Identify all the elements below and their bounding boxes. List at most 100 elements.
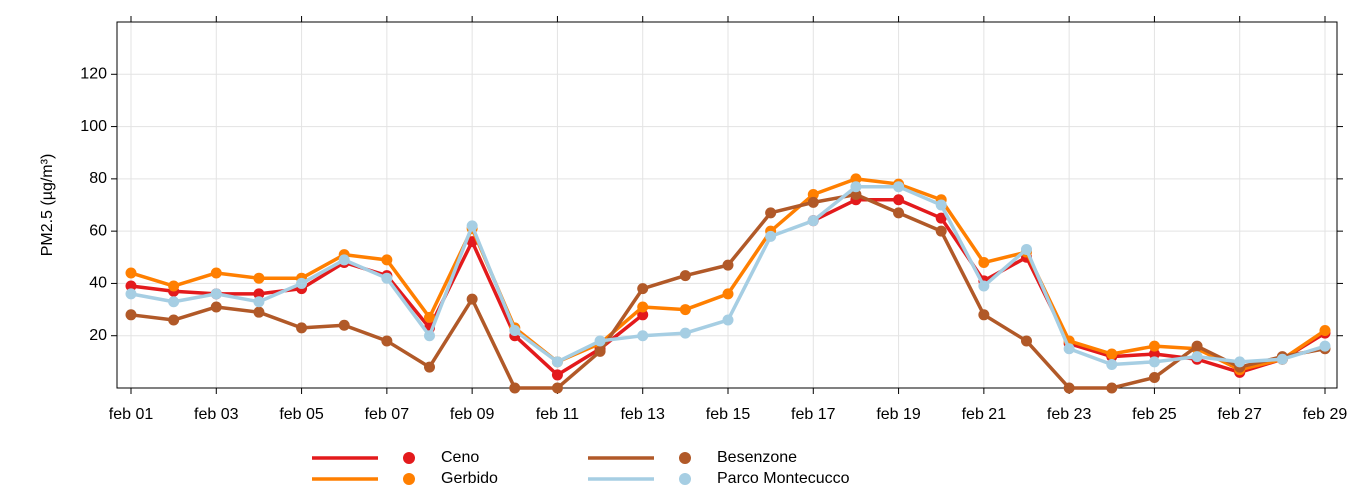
data-point (1106, 382, 1118, 394)
data-point (210, 288, 222, 300)
y-axis-label: PM2.5 (µg/m³) (39, 154, 56, 257)
data-point (125, 267, 137, 279)
y-tick-label: 40 (89, 275, 107, 292)
data-point (679, 327, 691, 339)
data-point (893, 207, 905, 219)
data-point (466, 220, 478, 232)
data-point (850, 173, 862, 185)
data-point (935, 199, 947, 211)
data-point (935, 212, 947, 224)
data-point (424, 330, 435, 342)
data-point (594, 335, 606, 347)
x-tick-label: feb 21 (962, 406, 1007, 423)
data-point (594, 345, 606, 357)
data-point (637, 301, 649, 313)
x-tick-label: feb 25 (1132, 406, 1177, 423)
data-point (679, 270, 691, 282)
x-tick-label: feb 27 (1217, 406, 1262, 423)
x-tick-label: feb 03 (194, 406, 239, 423)
data-point (637, 309, 649, 321)
x-tick-label: feb 05 (279, 406, 324, 423)
x-tick-label: feb 09 (450, 406, 495, 423)
data-point (850, 189, 862, 201)
data-point (210, 267, 222, 279)
x-tick-label: feb 19 (876, 406, 921, 423)
legend-label: Gerbido (441, 470, 498, 487)
data-point (850, 181, 862, 193)
data-point (679, 304, 691, 316)
data-point (935, 225, 947, 237)
data-point (253, 306, 265, 318)
data-point (210, 301, 222, 313)
legend-label: Ceno (441, 449, 479, 466)
legend-marker (679, 473, 691, 485)
data-point (296, 277, 308, 289)
data-point (381, 335, 393, 347)
data-point (125, 280, 137, 292)
data-point (509, 324, 521, 336)
data-point (893, 194, 905, 206)
x-tick-label: feb 01 (109, 406, 154, 423)
x-tick-label: feb 11 (536, 406, 579, 423)
data-point (807, 189, 819, 201)
data-point (253, 296, 265, 308)
data-point (253, 272, 265, 284)
x-tick-label: feb 07 (365, 406, 410, 423)
x-tick-label: feb 15 (706, 406, 751, 423)
data-point (722, 259, 734, 271)
data-point (1148, 372, 1160, 384)
data-point (168, 296, 180, 308)
data-point (978, 309, 990, 321)
data-point (637, 283, 649, 295)
legend-marker (403, 473, 415, 485)
data-point (722, 314, 734, 326)
data-point (1148, 348, 1160, 360)
data-point (1063, 343, 1075, 355)
data-point (168, 280, 180, 292)
data-point (551, 356, 563, 368)
data-point (381, 272, 393, 284)
data-point (551, 382, 563, 394)
data-point (168, 314, 180, 326)
data-point (1191, 340, 1203, 352)
data-point (338, 319, 350, 331)
data-point (338, 254, 350, 266)
data-point (1191, 351, 1203, 363)
data-point (1234, 356, 1246, 368)
data-point (893, 181, 905, 193)
data-point (381, 254, 393, 266)
x-tick-label: feb 29 (1303, 406, 1348, 423)
data-point (509, 382, 521, 394)
legend-label: Besenzone (717, 449, 797, 466)
y-tick-label: 60 (89, 222, 107, 239)
data-point (1021, 243, 1032, 255)
data-point (424, 311, 435, 323)
y-tick-label: 20 (89, 327, 107, 344)
data-point (125, 288, 137, 300)
data-point (637, 330, 649, 342)
data-point (551, 369, 563, 381)
data-point (1106, 348, 1118, 360)
data-point (424, 361, 435, 373)
legend-label: Parco Montecucco (717, 470, 850, 487)
data-point (125, 309, 137, 321)
data-point (1148, 356, 1160, 368)
data-point (1319, 324, 1331, 336)
data-point (1148, 340, 1160, 352)
data-point (296, 322, 308, 334)
legend-marker (403, 452, 415, 464)
data-point (253, 288, 265, 300)
data-point (807, 215, 819, 227)
y-tick-label: 100 (80, 118, 107, 135)
legend-marker (679, 452, 691, 464)
data-point (807, 196, 819, 208)
data-point (1106, 358, 1118, 370)
data-point (722, 288, 734, 300)
data-point (765, 230, 777, 242)
y-tick-label: 120 (80, 66, 107, 83)
data-point (765, 207, 777, 219)
data-point (1021, 335, 1032, 347)
x-tick-label: feb 23 (1047, 406, 1092, 423)
data-point (1276, 353, 1288, 365)
x-tick-label: feb 17 (791, 406, 836, 423)
